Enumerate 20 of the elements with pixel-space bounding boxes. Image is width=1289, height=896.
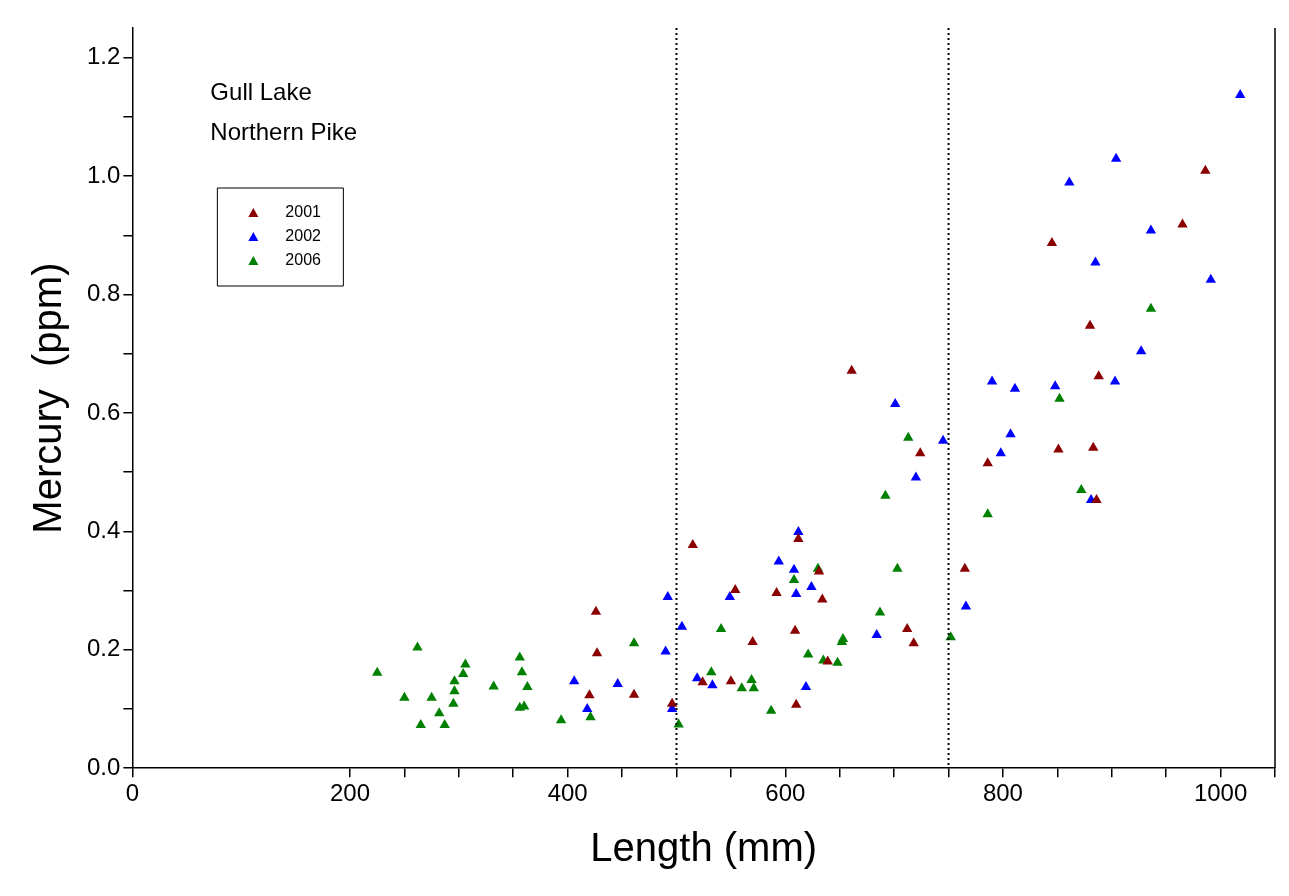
x-tick-label: 200: [329, 779, 371, 807]
x-axis-title: Length (mm): [590, 825, 818, 870]
y-axis-title: Mercury (ppm): [25, 262, 70, 534]
x-tick-label: 0: [125, 779, 140, 807]
x-tick-label: 800: [982, 779, 1023, 807]
legend-label: 2006: [285, 251, 322, 269]
x-tick-label: 1000: [1193, 779, 1248, 807]
y-tick-label: 0.6: [86, 397, 121, 425]
y-tick-label: 1.2: [86, 42, 121, 70]
x-tick-label: 400: [547, 779, 588, 807]
y-tick-label: 0.0: [86, 752, 121, 780]
y-tick-label: 0.4: [86, 515, 121, 543]
legend-label: 2001: [285, 203, 322, 221]
annotation: Gull Lake: [210, 78, 312, 105]
annotation: Northern Pike: [210, 118, 358, 145]
legend-label: 2002: [285, 227, 322, 245]
y-tick-label: 0.8: [86, 279, 121, 307]
y-tick-label: 1.0: [86, 160, 121, 188]
y-tick-label: 0.2: [86, 634, 121, 662]
x-tick-label: 600: [765, 779, 806, 807]
